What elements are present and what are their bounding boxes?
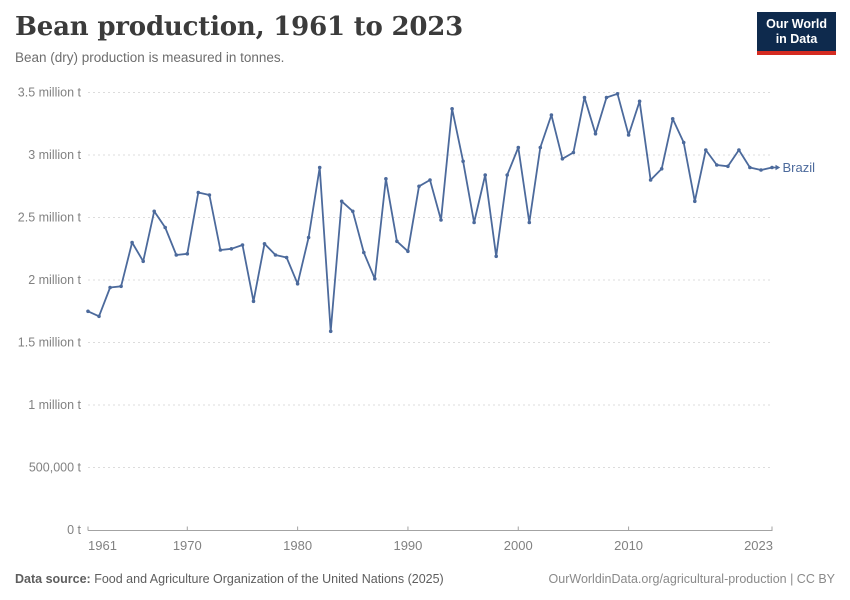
data-point[interactable] xyxy=(704,148,708,152)
chart-subtitle: Bean (dry) production is measured in ton… xyxy=(15,50,285,65)
y-tick-label: 500,000 t xyxy=(29,461,82,475)
y-tick-label: 2 million t xyxy=(28,273,81,287)
data-point[interactable] xyxy=(185,252,190,256)
x-tick-label: 1961 xyxy=(88,538,117,553)
series-label-brazil[interactable]: Brazil xyxy=(783,160,816,175)
logo-line-1: Our World xyxy=(766,17,827,31)
data-point[interactable] xyxy=(130,240,134,245)
x-tick-label: 1990 xyxy=(393,538,422,553)
data-source-text: Food and Agriculture Organization of the… xyxy=(90,572,444,586)
chart-footer: Data source: Food and Agriculture Organi… xyxy=(15,572,835,586)
x-tick-label: 1970 xyxy=(173,538,202,553)
data-point[interactable] xyxy=(306,235,311,240)
data-point[interactable] xyxy=(328,329,333,334)
data-point[interactable] xyxy=(715,163,719,167)
data-point[interactable] xyxy=(505,173,510,177)
data-point[interactable] xyxy=(726,164,730,169)
data-point[interactable] xyxy=(483,173,488,177)
data-point[interactable] xyxy=(163,225,167,230)
data-point[interactable] xyxy=(571,150,576,155)
data-point[interactable] xyxy=(295,282,300,286)
data-point[interactable] xyxy=(251,299,256,304)
data-point[interactable] xyxy=(615,92,620,96)
data-point[interactable] xyxy=(229,247,234,251)
data-source: Data source: Food and Agriculture Organi… xyxy=(15,572,444,586)
data-point[interactable] xyxy=(560,157,565,161)
data-point[interactable] xyxy=(770,165,774,170)
data-point[interactable] xyxy=(516,145,521,150)
data-point[interactable] xyxy=(472,220,476,225)
data-point[interactable] xyxy=(240,243,245,247)
data-point[interactable] xyxy=(439,218,443,222)
data-point[interactable] xyxy=(207,193,212,197)
y-tick-label: 3 million t xyxy=(28,148,81,162)
data-point[interactable] xyxy=(549,113,554,117)
data-point[interactable] xyxy=(648,178,653,182)
logo-line-2: in Data xyxy=(775,32,818,46)
x-tick-label: 2023 xyxy=(744,538,773,553)
data-point[interactable] xyxy=(152,209,156,214)
y-tick-label: 1.5 million t xyxy=(18,336,82,350)
data-point[interactable] xyxy=(119,284,123,289)
data-point[interactable] xyxy=(384,177,388,181)
data-point[interactable] xyxy=(637,99,642,104)
data-point[interactable] xyxy=(97,314,101,319)
page-title: Bean production, 1961 to 2023 xyxy=(15,12,464,42)
data-point[interactable] xyxy=(196,190,201,195)
data-point[interactable] xyxy=(450,107,454,111)
data-point[interactable] xyxy=(108,285,112,290)
data-point[interactable] xyxy=(670,117,675,121)
data-point[interactable] xyxy=(759,168,763,172)
data-point[interactable] xyxy=(339,199,344,204)
x-tick-label: 2010 xyxy=(614,538,643,553)
data-point[interactable] xyxy=(174,253,179,257)
data-point[interactable] xyxy=(317,165,322,170)
data-source-label: Data source: xyxy=(15,572,91,586)
data-point[interactable] xyxy=(362,250,366,255)
y-tick-label: 3.5 million t xyxy=(18,86,82,100)
chart-header: Bean production, 1961 to 2023 Bean (dry)… xyxy=(15,12,836,65)
data-point[interactable] xyxy=(262,242,267,246)
data-point[interactable] xyxy=(395,239,399,244)
data-point[interactable] xyxy=(273,253,278,257)
brazil-series-line[interactable] xyxy=(87,92,773,333)
y-tick-label: 0 t xyxy=(67,523,81,537)
data-point[interactable] xyxy=(461,159,465,164)
y-tick-label: 2.5 million t xyxy=(18,211,82,225)
x-tick-label: 1980 xyxy=(283,538,312,553)
data-point[interactable] xyxy=(141,259,145,264)
data-point[interactable] xyxy=(527,220,532,225)
owid-logo[interactable]: Our World in Data xyxy=(757,12,836,55)
data-point[interactable] xyxy=(86,309,90,314)
credit-link[interactable]: OurWorldinData.org/agricultural-producti… xyxy=(548,572,835,586)
data-point[interactable] xyxy=(406,249,410,254)
data-point[interactable] xyxy=(284,255,289,260)
y-tick-label: 1 million t xyxy=(28,398,81,412)
data-point[interactable] xyxy=(351,209,355,214)
data-point[interactable] xyxy=(626,133,631,137)
arrowhead-icon xyxy=(775,164,781,171)
data-point[interactable] xyxy=(737,148,741,152)
data-point[interactable] xyxy=(373,277,377,281)
data-point[interactable] xyxy=(417,184,421,189)
data-point[interactable] xyxy=(593,132,598,136)
x-tick-label: 2000 xyxy=(504,538,533,553)
data-point[interactable] xyxy=(428,178,432,182)
data-point[interactable] xyxy=(659,167,664,171)
data-point[interactable] xyxy=(494,254,499,259)
data-point[interactable] xyxy=(604,95,609,100)
data-point[interactable] xyxy=(582,95,587,100)
data-point[interactable] xyxy=(693,199,697,204)
title-block: Bean production, 1961 to 2023 Bean (dry)… xyxy=(15,12,463,65)
data-point[interactable] xyxy=(218,248,223,252)
data-point[interactable] xyxy=(748,165,752,170)
data-point[interactable] xyxy=(681,140,686,145)
data-point[interactable] xyxy=(538,145,543,150)
